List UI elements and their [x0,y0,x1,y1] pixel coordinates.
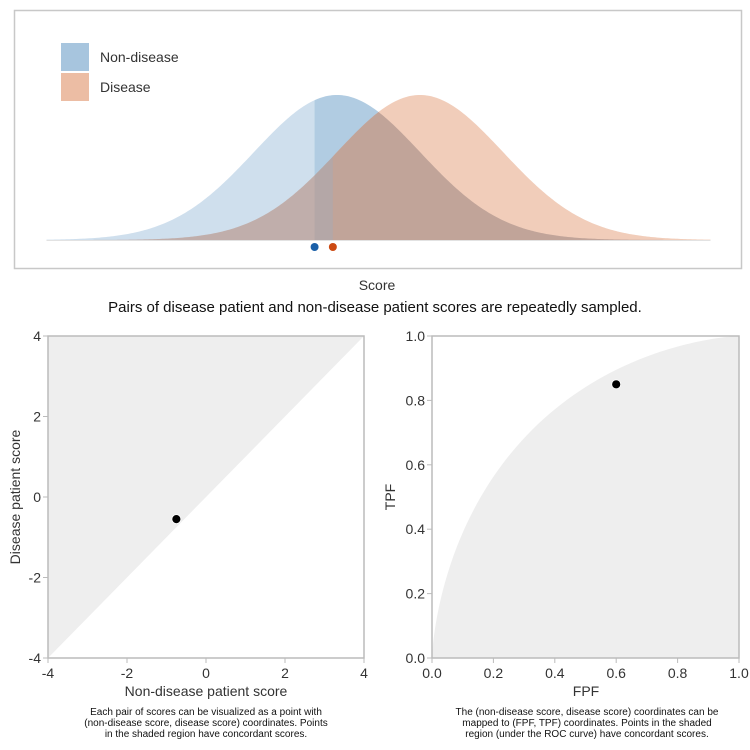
left-x-tick-label: 2 [281,665,289,681]
right-caption-line: The (non-disease score, disease score) c… [455,707,719,718]
right-y-axis-label: TPF [382,484,398,510]
right-caption-line: region (under the ROC curve) have concor… [465,729,709,740]
right-y-tick-label: 0.2 [406,586,426,602]
left-y-tick-label: 4 [33,328,41,344]
right-y-tick-label: 0.4 [406,521,426,537]
roc-concordant-region [432,336,739,658]
distribution-plot [46,95,711,251]
right-x-tick-label: 0.4 [545,665,565,681]
right-x-axis-label: FPF [573,683,599,699]
right-y-tick-label: 0.6 [406,457,426,473]
roc-point [611,379,622,390]
left-x-tick-label: 4 [360,665,368,681]
right-y-tick-label: 1.0 [406,328,426,344]
left-x-tick-label: 0 [202,665,210,681]
score-pair-plot: -4 -2 0 2 4 4 2 0 -2 -4 [29,328,369,681]
left-y-tick-label: 0 [33,489,41,505]
left-caption-line: Each pair of scores can be visualized as… [90,707,322,718]
left-caption-line: (non-disease score, disease score) coord… [84,718,328,729]
right-y-tick-label: 0.8 [406,392,426,408]
disease-sample-dot [328,243,337,251]
left-x-tick-label: -2 [121,665,134,681]
score-axis-label: Score [359,277,396,293]
legend-swatch-non-disease [61,43,89,71]
left-x-axis-label: Non-disease patient score [125,683,288,699]
legend-label-disease: Disease [100,79,151,95]
right-plot-frame [431,335,740,659]
right-x-tick-label: 1.0 [729,665,749,681]
left-y-tick-label: 2 [33,409,41,425]
left-y-axis-label: Disease patient score [7,429,23,564]
right-x-tick-label: 0.0 [422,665,442,681]
legend-label-non-disease: Non-disease [100,49,179,65]
left-caption: Each pair of scores can be visualized as… [56,707,356,740]
left-x-tick-label: -4 [42,665,55,681]
right-y-tick-label: 0.0 [406,650,426,666]
score-pair-point [171,514,182,525]
right-x-tick-label: 0.8 [668,665,688,681]
right-x-tick-label: 0.2 [484,665,504,681]
left-y-tick-label: -2 [29,570,42,586]
right-caption-line: mapped to (FPF, TPF) coordinates. Points… [462,718,712,729]
disease-upper-tail-area [332,95,711,240]
subtitle: Pairs of disease patient and non-disease… [108,299,642,316]
left-y-tick-label: -4 [29,650,42,666]
right-x-tick-label: 0.6 [606,665,626,681]
concordant-region [48,336,364,658]
left-caption-line: in the shaded region have concordant sco… [104,729,308,740]
legend: Non-disease Disease [61,43,179,101]
non-disease-sample-dot [310,243,319,251]
legend-swatch-disease [61,73,89,101]
roc-plot: 0.0 0.2 0.4 0.6 0.8 1.0 1.0 0.8 0.6 0.4 0.2 0.0 [406,328,749,681]
right-caption: The (non-disease score, disease score) c… [432,707,742,740]
